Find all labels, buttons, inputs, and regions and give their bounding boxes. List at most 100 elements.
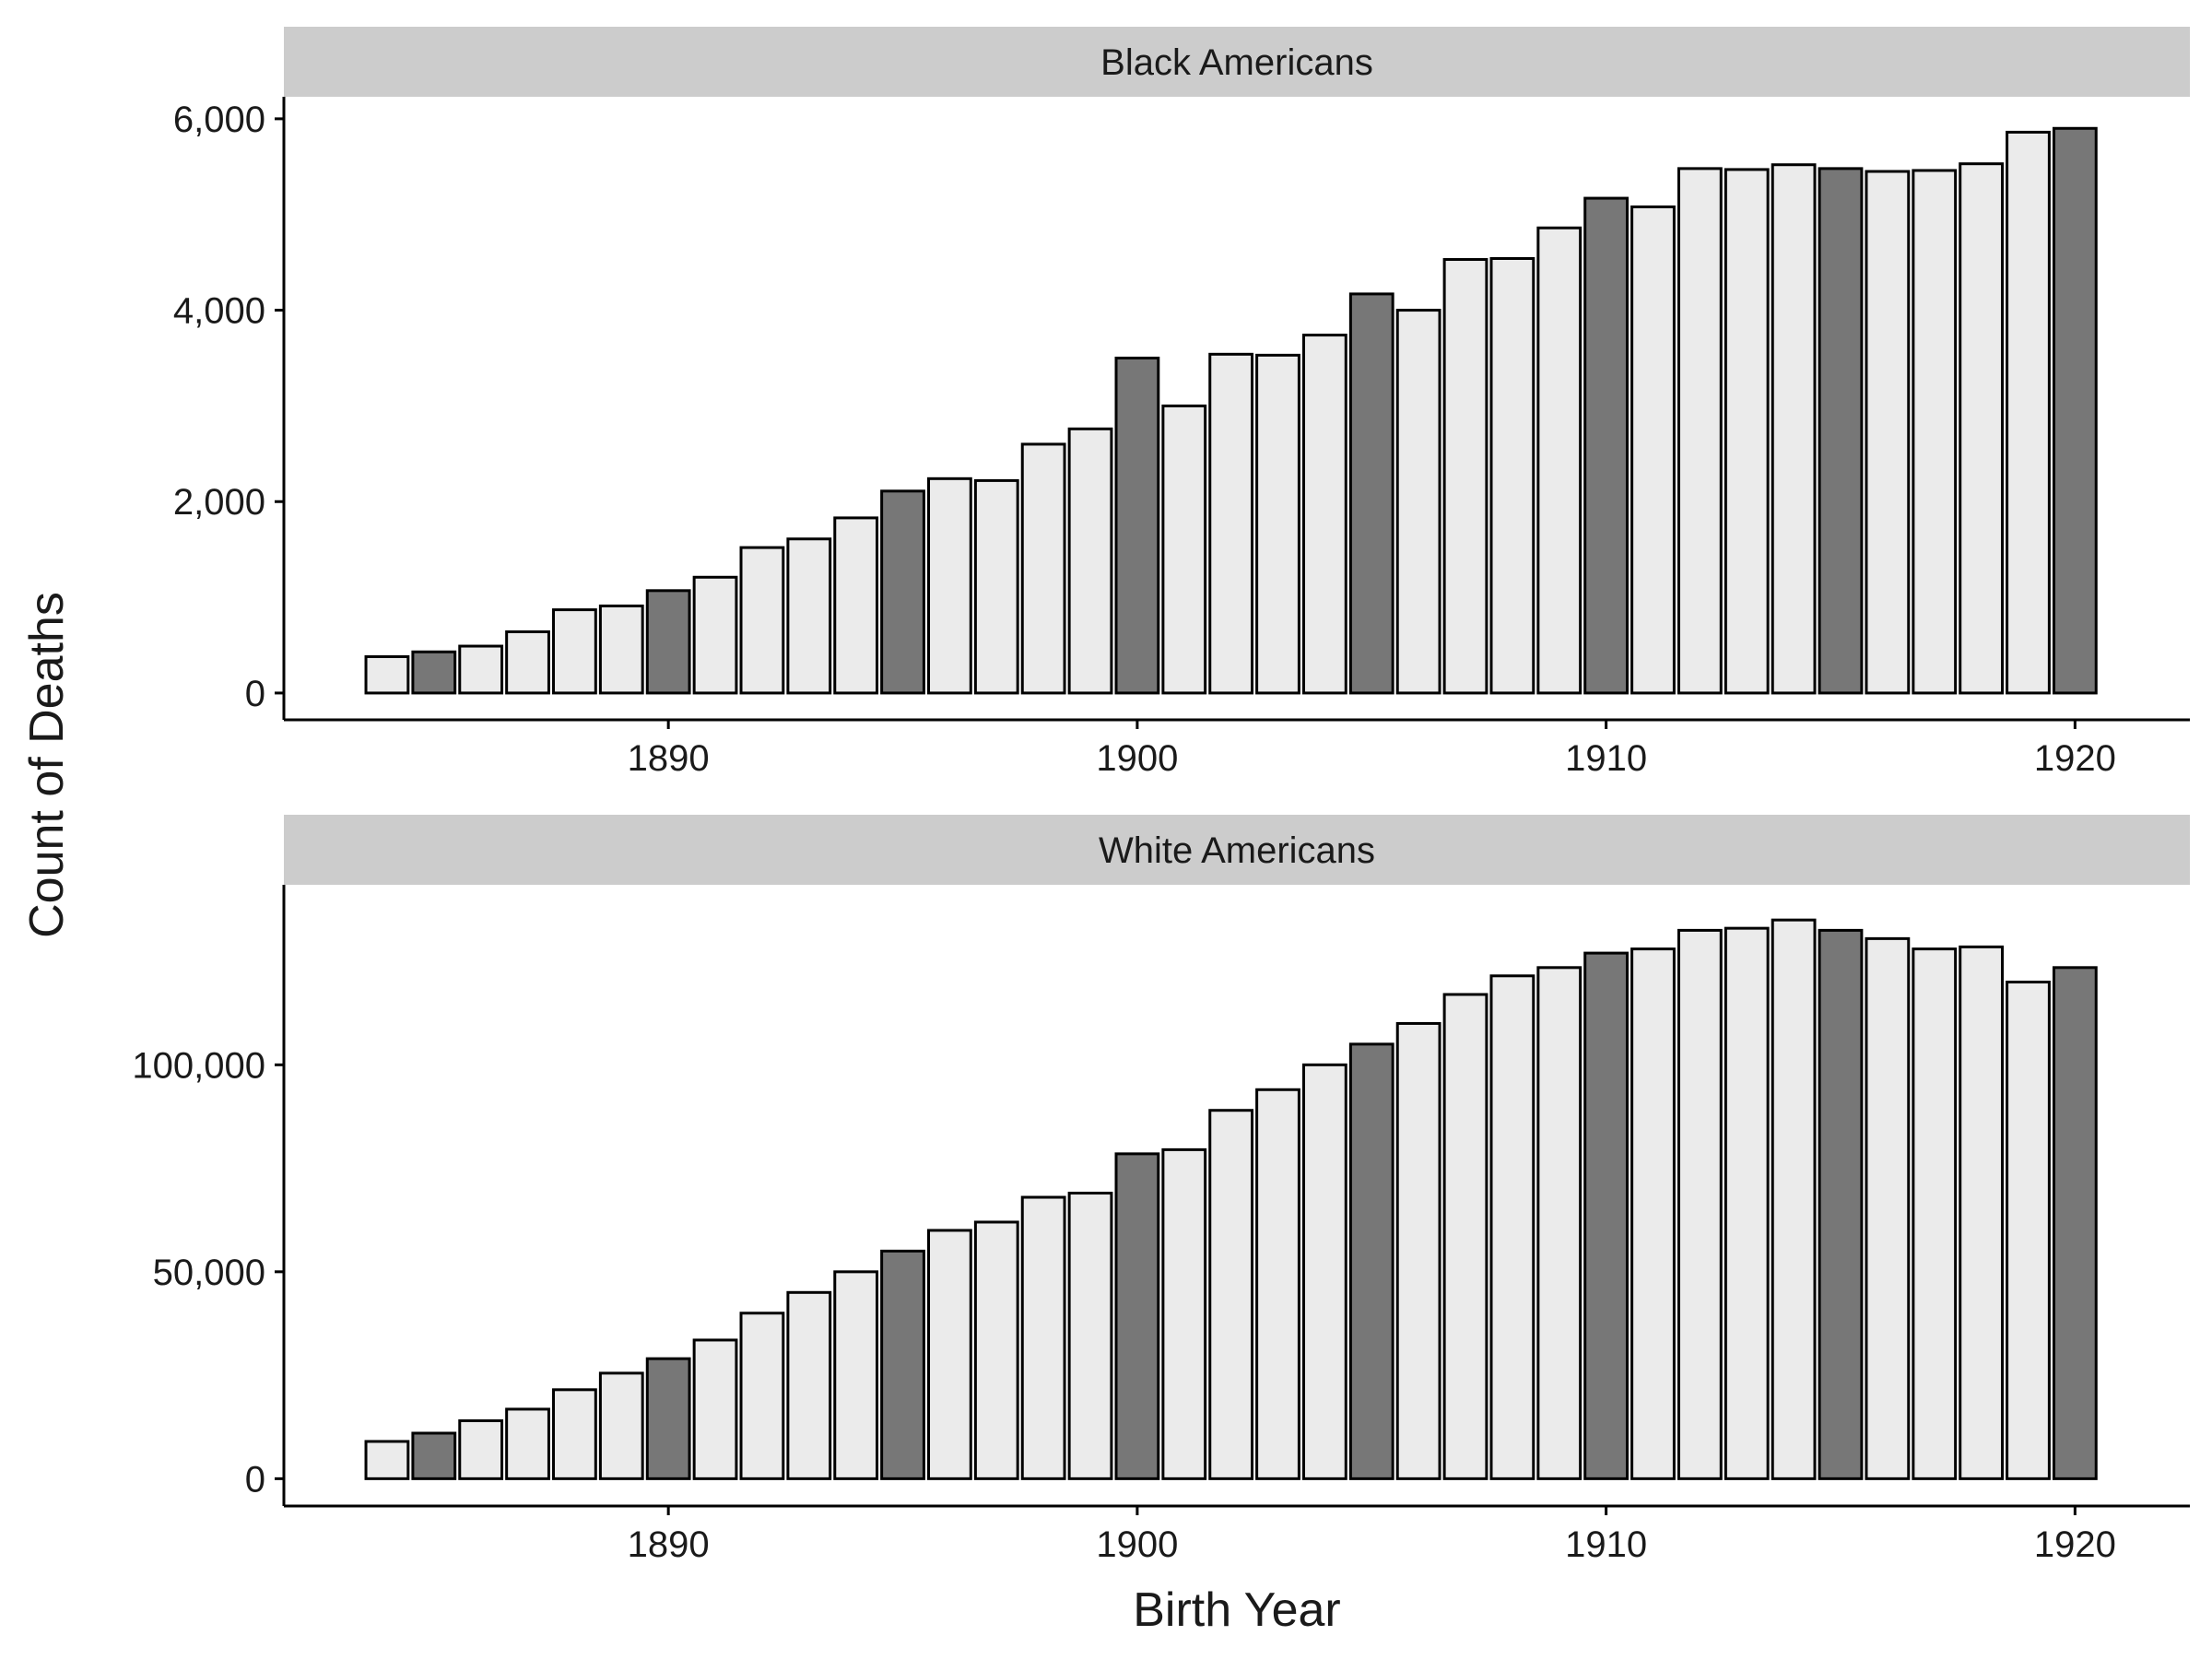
bar <box>1255 1088 1300 1480</box>
bars-group <box>364 918 2098 1480</box>
x-tick-label: 1920 <box>2034 738 2116 779</box>
bar <box>1865 170 1911 695</box>
y-tick-label: 100,000 <box>132 1045 265 1086</box>
x-axis-title: Birth Year <box>1133 1583 1341 1637</box>
x-tick-label: 1910 <box>1565 738 1647 779</box>
bar <box>645 1357 691 1480</box>
y-tick-label: 6,000 <box>173 100 265 140</box>
bar <box>1161 1147 1207 1480</box>
y-tick-label: 4,000 <box>173 291 265 332</box>
x-tick-label: 1890 <box>628 1524 710 1565</box>
strip-label: Black Americans <box>1100 42 1373 83</box>
bar <box>505 1407 550 1480</box>
y-tick-label: 0 <box>245 1459 265 1500</box>
bar <box>1583 951 1630 1480</box>
bar <box>1255 353 1300 695</box>
bar <box>1114 356 1160 695</box>
x-tick-label: 1920 <box>2034 1524 2116 1565</box>
bar <box>1818 167 1864 695</box>
bar <box>880 1249 925 1480</box>
bar <box>1771 163 1817 695</box>
x-tick-label: 1900 <box>1096 1524 1178 1565</box>
y-tick-label: 0 <box>245 674 265 714</box>
bar <box>739 1312 785 1480</box>
bar <box>1912 947 1958 1480</box>
bar <box>1536 966 1583 1480</box>
bar <box>1348 292 1394 695</box>
bar <box>692 575 738 695</box>
bar <box>2052 126 2098 695</box>
bar <box>2006 130 2051 695</box>
bar <box>1161 404 1207 695</box>
bar <box>973 1220 1019 1480</box>
bars-group <box>364 126 2098 695</box>
bar <box>411 650 457 695</box>
bar <box>1677 928 1723 1480</box>
bar <box>458 644 504 695</box>
bar <box>833 1270 879 1480</box>
bar <box>552 608 597 695</box>
x-tick-label: 1900 <box>1096 738 1178 779</box>
bar <box>1677 167 1723 695</box>
x-ticks: 1890 1900 1910 1920 <box>628 720 2116 779</box>
bar <box>1395 309 1441 695</box>
bar <box>411 1431 457 1480</box>
bar <box>1724 926 1770 1480</box>
bar <box>927 1229 972 1480</box>
bar <box>1301 1063 1347 1480</box>
bar <box>1114 1152 1160 1480</box>
bar <box>833 516 879 695</box>
bar <box>1865 936 1911 1480</box>
bar <box>1067 427 1113 695</box>
strip-background <box>284 27 2190 97</box>
bar <box>598 1371 644 1480</box>
bar <box>1208 352 1254 695</box>
bar <box>1959 945 2005 1480</box>
bar <box>1489 256 1535 695</box>
bar <box>598 604 644 695</box>
bar <box>1583 196 1630 695</box>
x-ticks: 1890 1900 1910 1920 <box>628 1506 2116 1565</box>
strip-background <box>284 815 2190 885</box>
bar <box>1348 1042 1394 1480</box>
y-tick-label: 2,000 <box>173 482 265 523</box>
bar <box>1395 1021 1441 1480</box>
bar <box>505 629 550 695</box>
bar <box>1067 1192 1113 1480</box>
bar <box>927 477 972 695</box>
bar <box>880 489 925 695</box>
bar <box>973 478 1019 695</box>
bar <box>1489 974 1535 1480</box>
bar <box>1959 162 2005 695</box>
bar <box>786 1290 832 1480</box>
y-tick-label: 50,000 <box>153 1253 265 1293</box>
bar <box>1630 947 1676 1480</box>
bar <box>364 654 410 695</box>
strip-label: White Americans <box>1099 830 1375 871</box>
bar <box>1301 334 1347 695</box>
y-axis-title: Count of Deaths <box>20 592 74 938</box>
y-ticks: 0 50,000 100,000 <box>132 1045 284 1500</box>
facet-black-americans: Black Americans 0 2,000 4,000 6,000 1890 190… <box>173 27 2190 779</box>
bar <box>786 537 832 695</box>
bar <box>458 1419 504 1480</box>
bar <box>364 1440 410 1480</box>
x-tick-label: 1910 <box>1565 1524 1647 1565</box>
bar <box>1208 1109 1254 1480</box>
bar <box>2006 981 2051 1480</box>
bar <box>1771 918 1817 1480</box>
bar <box>1442 258 1488 695</box>
y-ticks: 0 2,000 4,000 6,000 <box>173 100 284 714</box>
bar <box>552 1388 597 1480</box>
bar <box>1442 993 1488 1480</box>
bar <box>1724 168 1770 695</box>
bar <box>739 546 785 695</box>
bar <box>692 1338 738 1480</box>
x-tick-label: 1890 <box>628 738 710 779</box>
bar <box>645 589 691 695</box>
bar <box>1020 1195 1066 1480</box>
bar <box>1818 928 1864 1480</box>
bar <box>1536 226 1583 695</box>
